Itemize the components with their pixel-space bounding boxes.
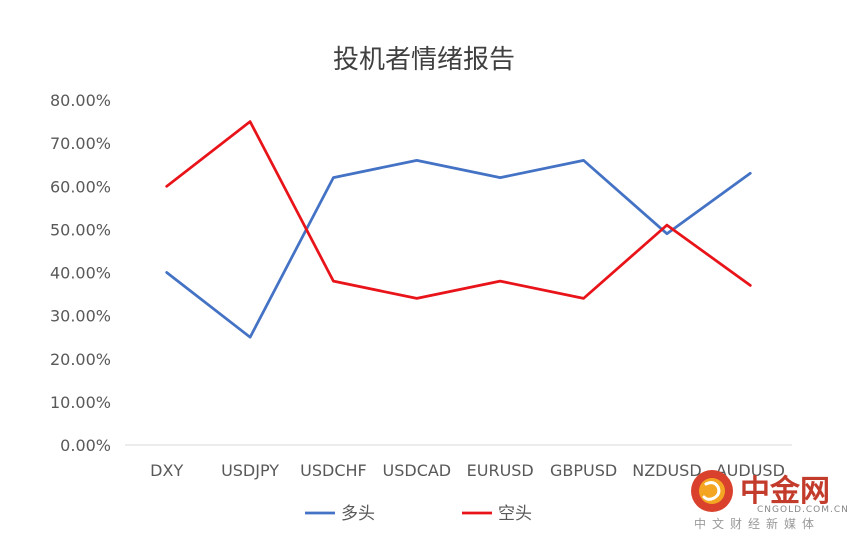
watermark-tagline: 中文财经新媒体 <box>694 516 820 531</box>
legend-label: 多头 <box>341 504 375 524</box>
y-axis: 0.00% 10.00% 20.00% 30.00% 40.00% 50.00% 60.00… <box>50 91 111 455</box>
y-tick-label: 0.00% <box>60 436 111 455</box>
x-axis: DXY USDJPY USDCHF USDCAD EURUSD GBPUSD NZDUSD A… <box>150 461 785 480</box>
y-tick-label: 20.00% <box>50 350 111 369</box>
legend: 多头 空头 <box>305 504 532 524</box>
series-line-0 <box>165 159 752 339</box>
x-tick-label: GBPUSD <box>550 461 617 480</box>
y-tick-label: 10.00% <box>50 393 111 412</box>
y-tick-label: 50.00% <box>50 220 111 239</box>
x-tick-label: USDCHF <box>300 461 367 480</box>
y-tick-label: 70.00% <box>50 134 111 153</box>
x-tick-label: USDCAD <box>383 461 452 480</box>
legend-label: 空头 <box>498 504 532 524</box>
cngold-logo-icon <box>691 470 733 512</box>
chart-title: 投机者情绪报告 <box>333 45 515 75</box>
y-tick-label: 60.00% <box>50 177 111 196</box>
y-tick-label: 40.00% <box>50 264 111 283</box>
plot-area <box>165 120 752 339</box>
x-tick-label: AUDUSD <box>716 461 785 480</box>
watermark-brand: 中金网 <box>740 474 830 509</box>
watermark: 中金网 CNGOLD.COM.CN 中文财经新媒体 <box>691 470 847 531</box>
x-tick-label: NZDUSD <box>632 461 701 480</box>
watermark-site: CNGOLD.COM.CN <box>757 505 847 515</box>
series-line-1 <box>165 120 752 300</box>
y-tick-label: 80.00% <box>50 91 111 110</box>
x-tick-label: EURUSD <box>467 461 534 480</box>
y-tick-label: 30.00% <box>50 307 111 326</box>
x-tick-label: DXY <box>150 461 183 480</box>
x-tick-label: USDJPY <box>221 461 279 480</box>
